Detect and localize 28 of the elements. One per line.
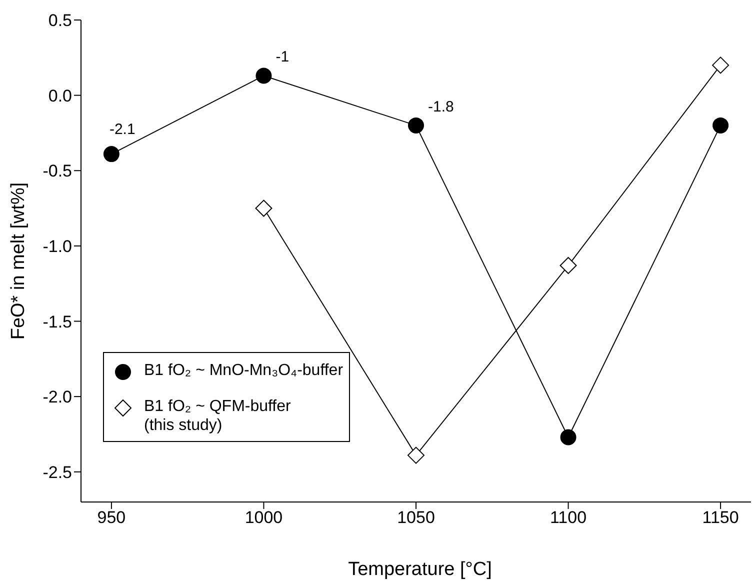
x-tick-label: 950 bbox=[97, 508, 126, 528]
y-axis-title: FeO* in melt [wt%] bbox=[8, 182, 29, 340]
annotation: -1.8 bbox=[428, 98, 454, 116]
x-tick-label: 1000 bbox=[244, 508, 283, 528]
y-tick-label: -1.5 bbox=[42, 312, 72, 332]
point bbox=[408, 117, 424, 134]
x-tick-label: 1100 bbox=[550, 508, 587, 528]
y-tick-label: 0.0 bbox=[48, 86, 72, 106]
annotation: -1 bbox=[276, 48, 290, 66]
legend-label: B1 fO₂ ~ MnO-Mn₃O₄-buffer bbox=[144, 361, 344, 380]
legend-label: B1 fO₂ ~ QFM-buffer (this study) bbox=[144, 397, 291, 435]
y-tick-label: -2.5 bbox=[42, 462, 72, 482]
x-axis-title: Temperature [°C] bbox=[348, 559, 492, 580]
x-tick-label: 1050 bbox=[397, 508, 435, 528]
y-tick-label: -0.5 bbox=[42, 162, 72, 181]
annotation: -2.1 bbox=[109, 121, 136, 138]
y-tick-label: 0.5 bbox=[48, 11, 72, 30]
point bbox=[560, 429, 576, 446]
point bbox=[712, 117, 729, 134]
point bbox=[712, 56, 730, 74]
point bbox=[255, 200, 272, 217]
y-tick-label: -2.0 bbox=[42, 388, 72, 407]
point bbox=[103, 146, 120, 162]
point bbox=[408, 446, 424, 464]
x-tick-label: 1150 bbox=[702, 508, 739, 528]
y-tick-label: -1.0 bbox=[42, 236, 72, 256]
point bbox=[560, 257, 577, 274]
point bbox=[256, 68, 272, 84]
